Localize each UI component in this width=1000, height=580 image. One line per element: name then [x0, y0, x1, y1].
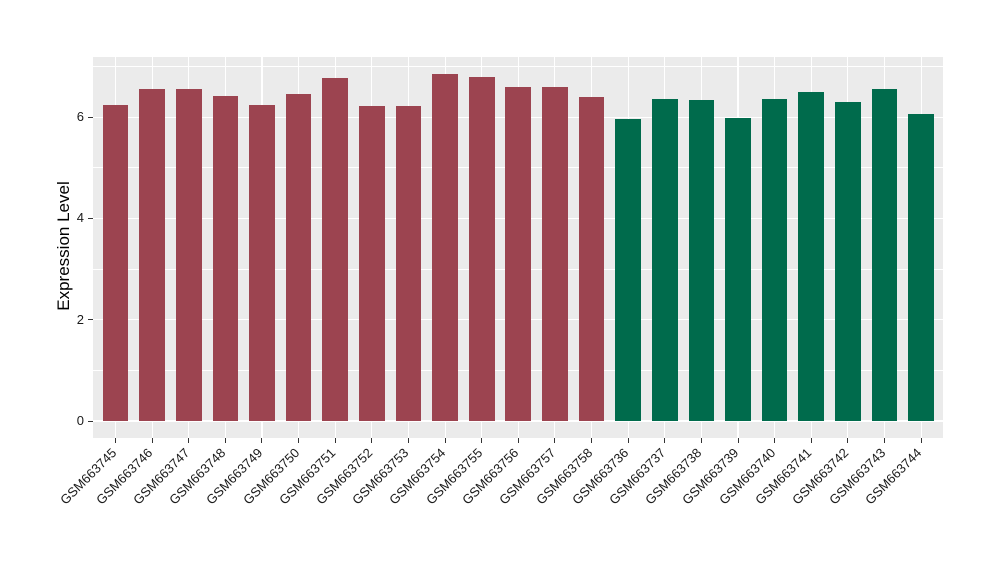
x-tick [774, 438, 776, 443]
bar-GSM663744 [908, 113, 934, 421]
plot-panel [92, 57, 943, 438]
bar-GSM663749 [249, 105, 275, 421]
bar-GSM663754 [432, 74, 458, 421]
x-tick [371, 438, 373, 443]
x-tick [224, 438, 226, 443]
x-tick [298, 438, 300, 443]
x-tick [810, 438, 812, 443]
bar-GSM663745 [102, 104, 129, 421]
x-tick [444, 438, 446, 443]
x-tick [700, 438, 702, 443]
y-tick [88, 319, 93, 321]
x-tick [627, 438, 629, 443]
bar-GSM663736 [615, 118, 642, 421]
x-tick [115, 438, 116, 443]
bar-GSM663747 [175, 88, 202, 421]
y-tick [88, 420, 93, 422]
y-tick-label: 4 [76, 210, 84, 226]
y-axis-title: Expression Level [54, 181, 73, 311]
bar-GSM663739 [725, 118, 751, 421]
bar-GSM663751 [322, 77, 349, 421]
bar-GSM663752 [358, 105, 385, 421]
x-tick [151, 438, 153, 443]
gridline-major [92, 420, 943, 422]
bar-GSM663755 [468, 77, 495, 421]
y-tick-label: 0 [76, 413, 84, 428]
x-tick [884, 438, 886, 443]
y-tick [88, 116, 93, 118]
bar-GSM663740 [761, 98, 788, 421]
y-tick-label: 2 [76, 311, 84, 327]
x-tick [334, 438, 336, 443]
x-tick [847, 438, 849, 443]
x-tick [554, 438, 556, 443]
x-tick [591, 438, 593, 443]
x-tick [188, 438, 190, 443]
y-tick-label: 6 [76, 109, 84, 125]
bar-GSM663753 [395, 105, 422, 421]
bar-GSM663743 [871, 89, 898, 421]
bar-GSM663757 [542, 86, 568, 421]
bar-GSM663738 [688, 99, 715, 421]
bar-GSM663750 [285, 93, 312, 421]
x-tick [737, 438, 739, 443]
y-tick [88, 217, 93, 219]
x-tick [517, 438, 519, 443]
x-tick [920, 438, 922, 443]
bar-GSM663748 [212, 95, 239, 421]
gridline-minor [92, 66, 943, 67]
bar-GSM663746 [139, 89, 165, 421]
bar-GSM663741 [798, 91, 825, 421]
x-tick [664, 438, 666, 443]
bar-GSM663756 [505, 87, 532, 421]
bar-GSM663758 [578, 96, 605, 421]
x-tick [481, 438, 483, 443]
x-tick [407, 438, 409, 443]
bar-GSM663737 [651, 98, 678, 421]
bar-GSM663742 [835, 101, 861, 421]
x-tick [261, 438, 263, 443]
